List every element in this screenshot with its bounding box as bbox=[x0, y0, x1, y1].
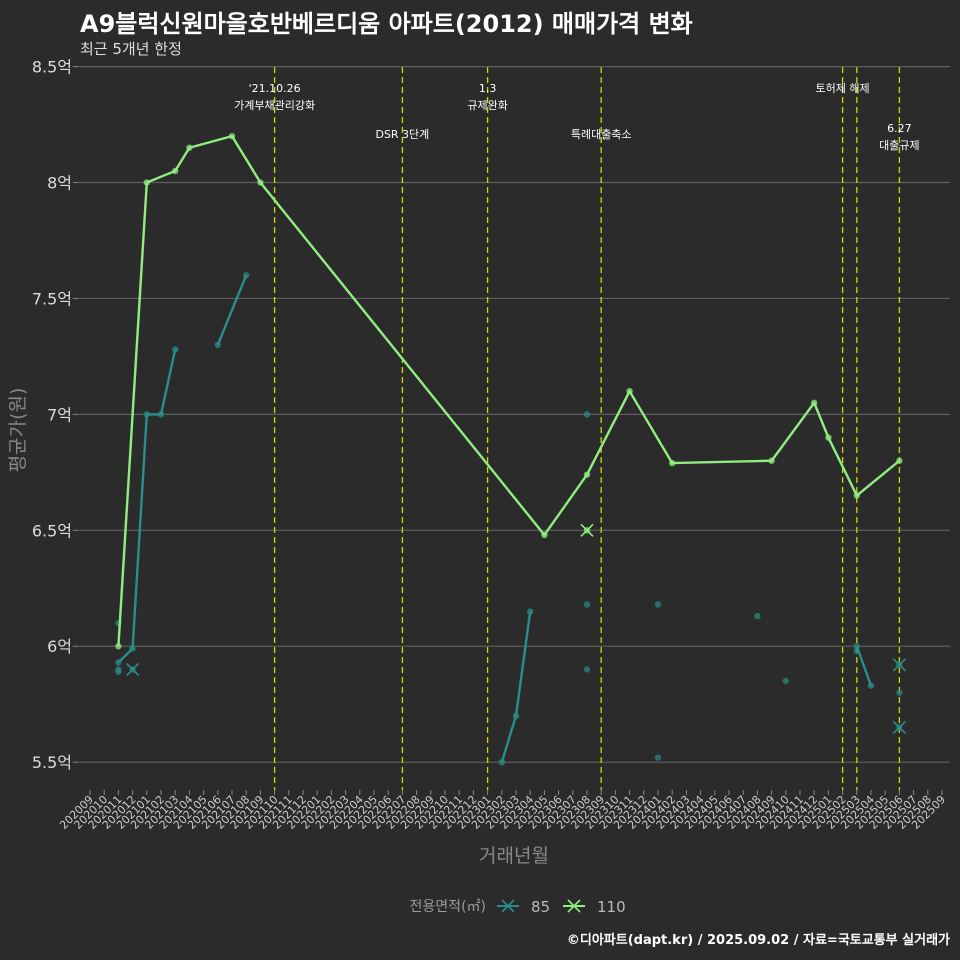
annotation-label: 1.3 bbox=[479, 82, 497, 95]
series-line-85 bbox=[216, 274, 248, 346]
data-point bbox=[115, 668, 122, 675]
data-point bbox=[754, 612, 761, 620]
data-point bbox=[867, 682, 875, 689]
data-point bbox=[669, 459, 676, 467]
y-tick-label: 7억 bbox=[47, 405, 72, 424]
data-point bbox=[115, 659, 122, 666]
series-layer bbox=[115, 132, 906, 766]
cross-marker bbox=[892, 658, 906, 672]
data-point bbox=[115, 643, 122, 650]
data-point bbox=[257, 179, 264, 186]
data-point bbox=[782, 677, 789, 685]
series-85 bbox=[115, 272, 906, 766]
data-point bbox=[527, 608, 534, 615]
data-point bbox=[541, 531, 548, 539]
data-point bbox=[583, 601, 591, 608]
y-tick-label: 8.5억 bbox=[32, 58, 72, 77]
data-point bbox=[228, 132, 236, 140]
series-line-110 bbox=[117, 134, 901, 647]
annotation-label: 대출규제 bbox=[879, 139, 919, 152]
data-point bbox=[186, 144, 193, 151]
data-point bbox=[583, 471, 591, 478]
x-axis-title: 거래년월 bbox=[479, 845, 549, 867]
data-point bbox=[143, 411, 150, 418]
annotation-label: 6.27 bbox=[887, 122, 912, 135]
data-point bbox=[853, 647, 860, 655]
data-point bbox=[129, 645, 136, 652]
legend-label: 110 bbox=[597, 898, 626, 916]
cross-marker bbox=[892, 720, 906, 734]
data-point bbox=[896, 457, 903, 464]
data-point bbox=[583, 411, 591, 418]
x-axis: 2020092020102020112020122021012021022021… bbox=[57, 790, 948, 832]
legend-label: 85 bbox=[531, 898, 550, 916]
chart-title: A9블럭신원마을호반베르디움 아파트(2012) 매매가격 변화 bbox=[80, 10, 693, 38]
data-point bbox=[896, 689, 903, 696]
data-point bbox=[243, 272, 250, 279]
data-point bbox=[214, 341, 221, 349]
annotation-label: 규제완화 bbox=[467, 99, 507, 112]
chart-subtitle: 최근 5개년 한정 bbox=[80, 40, 182, 58]
y-tick-label: 6.5억 bbox=[32, 521, 72, 540]
cross-marker bbox=[580, 523, 594, 537]
y-axis: 5.5억 6억 6.5억 7억 7.5억 8억 8.5억 bbox=[32, 58, 78, 772]
legend-key-cross bbox=[567, 899, 581, 913]
annotation-label: 특례대출축소 bbox=[571, 128, 632, 141]
cross-marker bbox=[126, 662, 140, 676]
series-line-85 bbox=[500, 611, 532, 763]
annotation-label: DSR 3단계 bbox=[375, 128, 429, 141]
annotation-label: '21.10.26 bbox=[249, 82, 301, 95]
legend-key-cross bbox=[501, 899, 515, 913]
source-caption: ©디아파트(dapt.kr) / 2025.09.02 / 자료=국토교통부 실… bbox=[566, 933, 950, 948]
data-point bbox=[853, 643, 860, 650]
data-point bbox=[626, 387, 633, 395]
y-tick-label: 5.5억 bbox=[32, 753, 72, 772]
legend-title: 전용면적(㎡) bbox=[410, 899, 486, 915]
data-point bbox=[498, 758, 505, 766]
annotation-label: 가계부채관리강화 bbox=[234, 99, 315, 112]
data-point bbox=[157, 411, 165, 418]
data-point bbox=[143, 179, 150, 186]
data-point bbox=[811, 399, 818, 406]
series-110 bbox=[115, 132, 903, 650]
annotation-label: 토허제 해제 bbox=[816, 81, 870, 95]
y-axis-title: 평균가(원) bbox=[7, 388, 29, 473]
data-point bbox=[853, 492, 860, 499]
data-point bbox=[512, 712, 520, 720]
data-point bbox=[583, 666, 591, 673]
legend: 전용면적(㎡) 85 110 bbox=[410, 898, 626, 916]
y-tick-label: 6억 bbox=[47, 637, 72, 656]
data-point bbox=[172, 346, 179, 353]
data-point bbox=[825, 434, 832, 441]
data-point bbox=[172, 167, 179, 175]
data-point bbox=[654, 754, 662, 761]
data-point bbox=[654, 601, 662, 608]
y-tick-label: 7.5억 bbox=[32, 289, 72, 308]
y-tick-label: 8억 bbox=[47, 174, 72, 193]
data-point bbox=[768, 457, 775, 464]
